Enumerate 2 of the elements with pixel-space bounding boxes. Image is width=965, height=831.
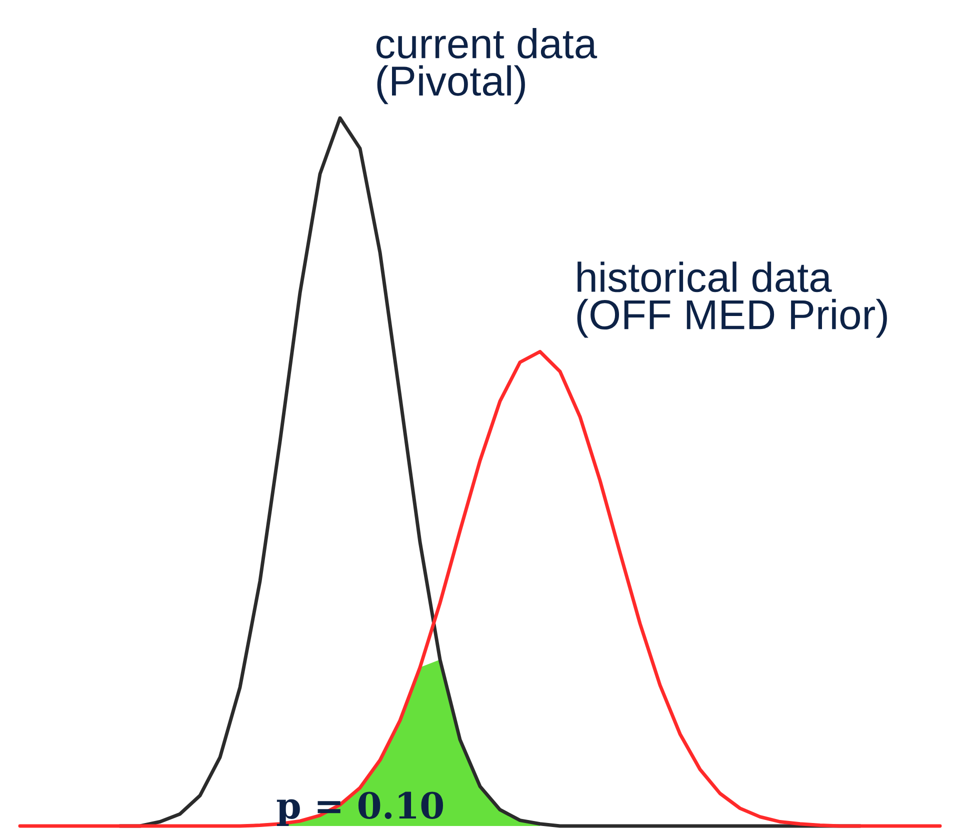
series-label: current data (Pivotal)	[376, 28, 598, 104]
series-label: historical data (OFF MED Prior)	[577, 262, 887, 338]
